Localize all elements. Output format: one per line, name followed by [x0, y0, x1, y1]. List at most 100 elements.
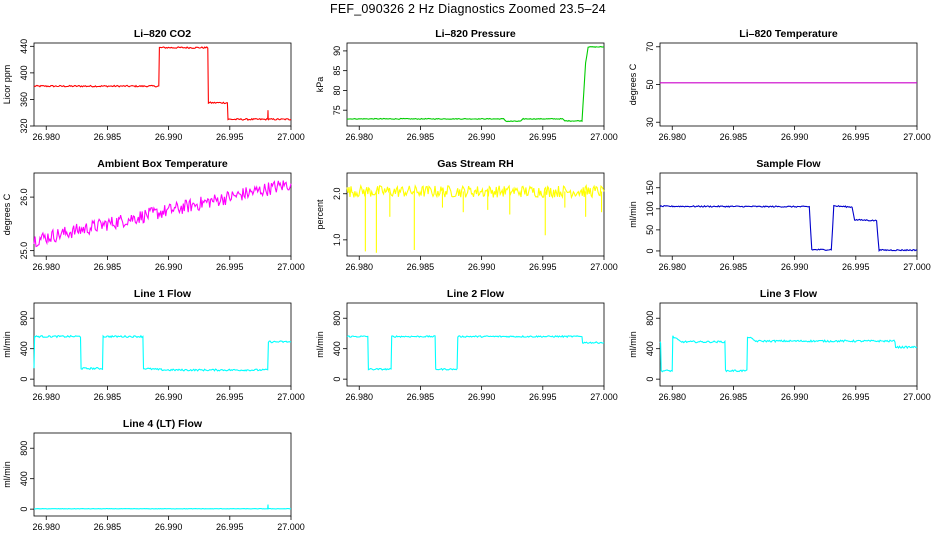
- x-tick-label: 26.985: [94, 522, 122, 532]
- plot-frame: [33, 302, 292, 387]
- y-tick-label: 26.0: [19, 188, 29, 206]
- y-tick-label: 400: [19, 471, 29, 486]
- x-tick-label: 27.000: [590, 392, 618, 402]
- x-tick-label: 26.980: [32, 262, 60, 272]
- x-tick-label: 27.000: [277, 392, 305, 402]
- series-line: [33, 334, 292, 372]
- panel-line-4-lt-flow: Line 4 (LT) Flow 26.980 26.985 26.990 26.995…: [2, 418, 305, 532]
- x-tick-label: 26.990: [155, 522, 183, 532]
- x-tick-label: 26.980: [32, 132, 60, 142]
- x-tick-label: 26.995: [216, 392, 244, 402]
- x-tick-label: 27.000: [277, 522, 305, 532]
- x-tick-label: 26.995: [529, 392, 557, 402]
- y-tick-label: 100: [645, 201, 655, 216]
- x-tick-label: 26.985: [407, 262, 435, 272]
- y-tick-label: 0: [19, 377, 29, 382]
- x-tick-label: 26.985: [407, 392, 435, 402]
- plot-frame: [346, 42, 605, 127]
- y-tick-label: 440: [19, 39, 29, 54]
- panel-title: Li–820 CO2: [134, 28, 191, 40]
- y-tick-label: 400: [19, 65, 29, 80]
- panel-li-820-co2: Li–820 CO2 26.980 26.985 26.990 26.995 27.000…: [2, 28, 305, 142]
- y-tick-label: 800: [332, 311, 342, 326]
- panel-title: Gas Stream RH: [437, 158, 513, 170]
- y-tick-label: 0: [332, 377, 342, 382]
- y-axis-label: degrees C: [2, 193, 12, 235]
- y-axis-label: degrees C: [628, 63, 638, 105]
- series-line: [33, 180, 292, 248]
- x-tick-label: 26.995: [529, 262, 557, 272]
- series-line: [346, 334, 605, 371]
- x-tick-label: 26.980: [345, 132, 373, 142]
- panel-line-3-flow: Line 3 Flow 26.980 26.985 26.990 26.995 27.00…: [628, 288, 931, 402]
- y-tick-label: 150: [645, 180, 655, 195]
- plot-frame: [33, 432, 292, 517]
- y-tick-label: 320: [19, 118, 29, 133]
- y-tick-label: 0: [645, 377, 655, 382]
- x-tick-label: 26.985: [720, 132, 748, 142]
- plot-frame: [659, 172, 918, 257]
- y-tick-label: 90: [332, 46, 342, 56]
- y-axis-label: kPa: [315, 77, 325, 93]
- x-tick-label: 26.990: [781, 262, 809, 272]
- panel-line-1-flow: Line 1 Flow 26.980 26.985 26.990 26.995 27.00…: [2, 288, 305, 402]
- plot-frame: [659, 42, 918, 127]
- panel-sample-flow: Sample Flow 26.980 26.985 26.990 26.995 27.00…: [628, 158, 931, 272]
- x-tick-label: 26.980: [658, 392, 686, 402]
- y-tick-label: 1.0: [332, 234, 342, 247]
- x-tick-label: 26.990: [468, 262, 496, 272]
- y-tick-label: 800: [19, 311, 29, 326]
- panel-title: Sample Flow: [756, 158, 821, 170]
- y-tick-label: 360: [19, 92, 29, 107]
- x-tick-label: 26.990: [468, 392, 496, 402]
- panel-title: Li–820 Temperature: [739, 28, 838, 40]
- y-axis-label: ml/min: [628, 331, 638, 358]
- x-tick-label: 27.000: [277, 262, 305, 272]
- panel-title: Line 3 Flow: [760, 288, 818, 300]
- x-tick-label: 26.995: [529, 132, 557, 142]
- x-tick-label: 26.995: [216, 522, 244, 532]
- plot-frame: [33, 172, 292, 257]
- x-tick-label: 27.000: [590, 262, 618, 272]
- panel-li-820-pressure: Li–820 Pressure 26.980 26.985 26.990 26.995 2…: [315, 28, 618, 142]
- series-line: [659, 335, 918, 373]
- x-tick-label: 26.980: [32, 522, 60, 532]
- series-line: [34, 504, 291, 510]
- x-tick-label: 26.995: [842, 392, 870, 402]
- y-tick-label: 0: [645, 248, 655, 253]
- panel-title: Line 4 (LT) Flow: [123, 418, 203, 430]
- series-line: [33, 46, 292, 121]
- x-tick-label: 26.990: [468, 132, 496, 142]
- x-tick-label: 26.980: [345, 392, 373, 402]
- x-tick-label: 27.000: [903, 132, 931, 142]
- y-tick-label: 30: [645, 117, 655, 127]
- y-tick-label: 400: [645, 341, 655, 356]
- figure-title: FEF_090326 2 Hz Diagnostics Zoomed 23.5–…: [330, 2, 606, 16]
- y-tick-label: 400: [19, 341, 29, 356]
- x-tick-label: 27.000: [903, 262, 931, 272]
- y-tick-label: 80: [332, 85, 342, 95]
- y-tick-label: 2.0: [332, 187, 342, 200]
- y-axis-label: ml/min: [2, 331, 12, 358]
- y-tick-label: 800: [19, 441, 29, 456]
- x-tick-label: 26.980: [345, 262, 373, 272]
- x-tick-label: 26.995: [216, 262, 244, 272]
- panel-li-820-temperature: Li–820 Temperature 26.980 26.985 26.990 26.9…: [628, 28, 931, 142]
- y-tick-label: 50: [645, 79, 655, 89]
- plot-frame: [659, 302, 918, 387]
- plot-frame: [346, 172, 605, 257]
- x-tick-label: 26.990: [155, 262, 183, 272]
- x-tick-label: 26.995: [842, 132, 870, 142]
- panel-line-2-flow: Line 2 Flow 26.980 26.985 26.990 26.995 27.00…: [315, 288, 618, 402]
- x-tick-label: 26.985: [94, 132, 122, 142]
- x-tick-label: 26.980: [658, 132, 686, 142]
- x-tick-label: 26.990: [155, 392, 183, 402]
- y-axis-label: ml/min: [628, 201, 638, 228]
- plot-frame: [346, 302, 605, 387]
- series-line: [659, 204, 918, 252]
- y-axis-label: ml/min: [315, 331, 325, 358]
- series-line: [346, 46, 605, 123]
- y-axis-label: percent: [315, 199, 325, 230]
- x-tick-label: 26.990: [781, 392, 809, 402]
